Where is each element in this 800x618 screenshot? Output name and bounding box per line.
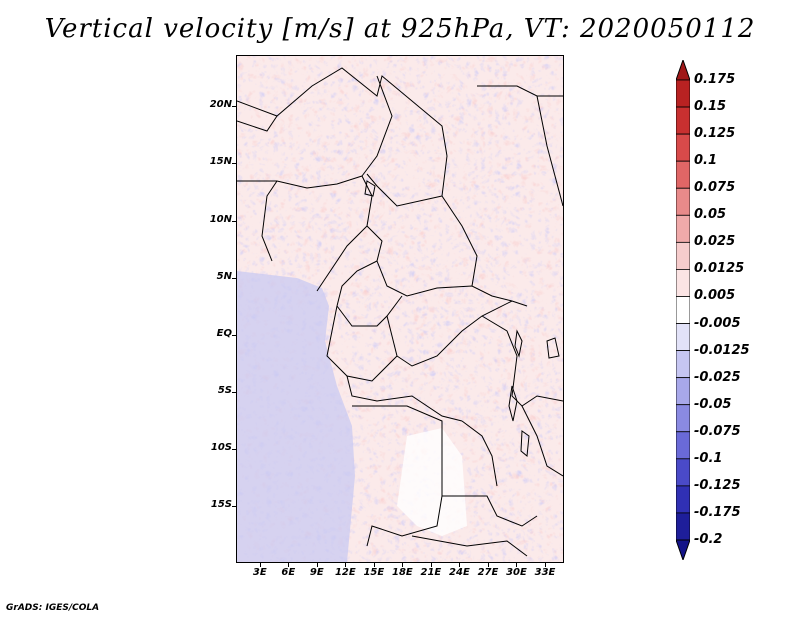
colorbar-label: 0.175 bbox=[694, 72, 736, 87]
lon-tick bbox=[487, 563, 489, 567]
lat-label: EQ bbox=[216, 327, 232, 339]
lat-label: 10N bbox=[209, 213, 232, 225]
lakes bbox=[364, 180, 560, 457]
colorbar-max-arrow bbox=[676, 60, 690, 81]
colorbar-segment bbox=[676, 377, 690, 406]
colorbar-label: 0.125 bbox=[694, 126, 736, 142]
colorbar-segment bbox=[676, 106, 690, 135]
lon-label: 3E bbox=[252, 567, 267, 578]
lon-tick bbox=[288, 563, 290, 567]
chart-title: Vertical velocity [m/s] at 925hPa, VT: 2… bbox=[44, 14, 756, 44]
lat-label: 10S bbox=[210, 441, 232, 453]
colorbar-label: 0.075 bbox=[694, 180, 736, 196]
colorbar-segment bbox=[676, 485, 690, 514]
colorbar-label: 0.05 bbox=[694, 207, 727, 223]
colorbar-segment bbox=[676, 350, 690, 379]
colorbar-label: 0.1 bbox=[694, 153, 718, 169]
colorbar-segment bbox=[676, 214, 690, 243]
ocean-region bbox=[237, 271, 355, 562]
colorbar-segment bbox=[676, 187, 690, 216]
colorbar bbox=[676, 60, 690, 560]
lon-tick bbox=[402, 563, 404, 567]
lat-label: 15S bbox=[210, 498, 232, 510]
colorbar-label: 0.005 bbox=[694, 288, 736, 304]
colorbar-segment bbox=[676, 133, 690, 162]
colorbar-segment bbox=[676, 512, 690, 541]
lat-tick bbox=[232, 220, 236, 222]
lon-label: 21E bbox=[420, 567, 442, 578]
lat-tick bbox=[232, 391, 236, 393]
lon-label: 15E bbox=[363, 567, 385, 578]
lat-tick bbox=[232, 106, 236, 108]
colorbar-label: -0.125 bbox=[694, 477, 741, 493]
colorbar-segment bbox=[676, 160, 690, 189]
lon-tick bbox=[544, 563, 546, 567]
lon-label: 6E bbox=[281, 567, 296, 578]
colorbar-label: 0.15 bbox=[694, 99, 727, 115]
lon-label: 30E bbox=[506, 567, 527, 578]
lon-label: 24E bbox=[449, 567, 470, 578]
lat-tick bbox=[232, 448, 236, 450]
credit-text: GrADS: IGES/COLA bbox=[6, 603, 100, 613]
lat-tick bbox=[232, 334, 236, 336]
lon-label: 27E bbox=[477, 567, 499, 578]
lat-label: 20N bbox=[209, 99, 232, 111]
colorbar-min-arrow bbox=[676, 539, 690, 560]
colorbar-segment bbox=[676, 269, 690, 297]
lon-tick bbox=[459, 563, 461, 567]
colorbar-label: -0.005 bbox=[694, 315, 741, 331]
lon-tick bbox=[373, 563, 375, 567]
lon-label: 33E bbox=[534, 567, 556, 578]
vertical-velocity-map bbox=[237, 56, 563, 562]
colorbar-segment bbox=[676, 404, 690, 433]
lon-label: 9E bbox=[309, 567, 324, 578]
colorbar-label: -0.025 bbox=[694, 369, 741, 385]
lat-label: 5N bbox=[216, 270, 232, 282]
colorbar-label: 0.0125 bbox=[694, 261, 745, 277]
lat-label: 15N bbox=[209, 156, 232, 168]
colorbar-segment bbox=[676, 458, 690, 487]
calm-region bbox=[397, 428, 467, 536]
colorbar-label: -0.05 bbox=[694, 396, 732, 412]
colorbar-label: -0.075 bbox=[694, 423, 741, 439]
colorbar-segment bbox=[676, 296, 690, 324]
lon-label: 18E bbox=[392, 567, 413, 578]
lat-tick bbox=[232, 163, 236, 165]
lon-tick bbox=[259, 563, 261, 567]
map-panel bbox=[236, 55, 564, 563]
lat-tick bbox=[232, 505, 236, 507]
colorbar-label: 0.025 bbox=[694, 234, 736, 250]
colorbar-segment bbox=[676, 431, 690, 460]
colorbar-segment bbox=[676, 79, 690, 108]
lon-label: 12E bbox=[334, 567, 356, 578]
lat-tick bbox=[232, 277, 236, 279]
lon-tick bbox=[430, 563, 432, 567]
colorbar-label: -0.0125 bbox=[694, 342, 750, 358]
lat-label: 5S bbox=[217, 384, 232, 396]
colorbar-label: -0.2 bbox=[694, 532, 723, 547]
lon-tick bbox=[516, 563, 518, 567]
lon-tick bbox=[316, 563, 318, 567]
colorbar-segment bbox=[676, 323, 690, 351]
country-borders bbox=[237, 67, 563, 557]
colorbar-segment bbox=[676, 241, 690, 270]
lon-tick bbox=[345, 563, 347, 567]
colorbar-label: -0.1 bbox=[694, 450, 723, 466]
colorbar-label: -0.175 bbox=[694, 504, 741, 520]
